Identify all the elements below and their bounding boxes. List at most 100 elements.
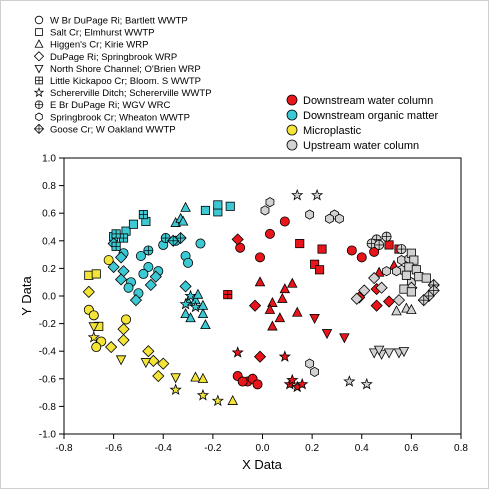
data-point-star: [179, 297, 192, 310]
y-tick-label: 0.8: [42, 181, 56, 192]
legend-marker-hexagon: [35, 112, 43, 122]
legend-label: W Br DuPage Ri; Bartlett WWTP: [50, 16, 188, 27]
data-point-hexagon: [310, 366, 319, 377]
legend-label: Downstream water column: [303, 95, 433, 107]
data-point-triangle-up: [254, 276, 266, 287]
data-points: [82, 188, 440, 407]
legend-marker-downstream-organic-matter: [286, 109, 298, 121]
x-tick-label: 0.2: [305, 443, 319, 454]
data-point-diamond: [144, 278, 157, 292]
data-point-circle-cross: [381, 231, 392, 242]
data-point-triangle-down: [309, 313, 320, 324]
y-tick-label: -0.4: [39, 347, 57, 358]
data-point-star: [286, 373, 299, 386]
legend-marker-microplastic: [286, 124, 298, 136]
data-point-diamond: [157, 357, 170, 370]
data-point-triangle-down: [170, 373, 181, 384]
data-point-triangle-up: [190, 371, 201, 382]
data-point-star: [184, 289, 197, 302]
data-point-hexagon: [305, 209, 315, 220]
data-point-circle: [264, 228, 275, 239]
legend-marker-diamond-cross: [33, 123, 45, 135]
data-point-star: [169, 383, 182, 396]
data-point-diamond: [231, 233, 244, 246]
series-downstream-water-column: [223, 216, 404, 393]
data-point-triangle-up: [200, 319, 211, 330]
data-point-diamond: [350, 292, 363, 305]
x-tick-label: -0.2: [204, 443, 222, 454]
series-downstream-organic-matter: [107, 200, 235, 330]
data-point-triangle-up: [373, 266, 385, 277]
data-point-triangle-down: [368, 348, 380, 359]
data-point-diamond: [142, 345, 155, 358]
series-upstream-water-column: [260, 188, 440, 390]
data-point-triangle-up: [291, 306, 303, 317]
y-tick-label: 0.0: [42, 292, 56, 303]
data-point-square-cross: [223, 290, 233, 300]
x-tick-label: 0.8: [454, 443, 468, 454]
data-point-hexagon: [325, 213, 334, 224]
y-tick-label: 0.2: [42, 264, 56, 275]
data-point-diamond-cross: [174, 231, 187, 245]
legend-marker-star: [33, 87, 45, 98]
data-point-star: [231, 346, 244, 358]
data-point-hexagon: [397, 255, 406, 266]
data-point-circle: [346, 245, 357, 256]
data-point-square: [295, 239, 305, 249]
y-tick-label: -0.6: [39, 374, 57, 385]
data-point-square: [399, 284, 409, 294]
data-point-triangle-up: [287, 277, 298, 288]
data-point-star: [343, 375, 356, 387]
data-point-star: [278, 350, 291, 362]
data-point-triangle-up: [197, 308, 209, 319]
data-point-hexagon: [265, 197, 275, 208]
data-point-triangle-up: [197, 299, 209, 310]
data-point-triangle-up: [264, 303, 276, 314]
data-point-triangle-down: [383, 348, 395, 359]
legend-label: Higgen's Cr; Kirie WRP: [50, 40, 148, 51]
legend-marker-circle-cross: [34, 100, 44, 109]
data-point-diamond: [253, 350, 267, 363]
data-point-triangle-down: [373, 345, 385, 356]
data-point-circle: [123, 282, 134, 293]
data-point-hexagon: [335, 213, 344, 224]
legend-label: Schererville Ditch; Schererville WWTP: [50, 88, 212, 99]
y-tick-label: -0.8: [39, 402, 57, 413]
x-tick-label: 0.0: [256, 443, 270, 454]
data-point-circle: [135, 250, 146, 261]
data-point-triangle-up: [180, 308, 191, 319]
data-point-square-cross: [138, 210, 148, 220]
legend-label: Salt Cr; Elmhurst WWTP: [50, 28, 155, 39]
legend-label: Little Kickapoo Cr; Bloom. S WWTP: [50, 76, 201, 87]
data-point-diamond: [392, 294, 406, 307]
data-point-square-cross: [111, 229, 121, 239]
data-point-square: [404, 262, 414, 272]
data-point-square-cross: [111, 241, 121, 251]
data-point-diamond: [375, 281, 388, 294]
data-point-triangle-up: [177, 215, 189, 226]
data-point-circle: [195, 238, 206, 249]
data-point-square: [317, 244, 327, 254]
data-point-diamond: [358, 284, 371, 297]
x-tick-label: -0.8: [55, 443, 73, 454]
data-point-star: [296, 377, 309, 390]
data-point-square: [225, 201, 235, 211]
data-point-square: [414, 272, 424, 282]
data-point-square: [406, 287, 416, 297]
data-point-square: [84, 270, 94, 280]
data-point-hexagon: [260, 205, 270, 216]
data-point-diamond: [152, 369, 165, 383]
data-point-square: [310, 259, 320, 269]
data-point-square: [91, 269, 101, 279]
data-point-triangle-up: [391, 305, 402, 316]
sample-legend: Downstream water column Downstream organi…: [286, 94, 438, 152]
y-tick-label: -1.0: [39, 430, 57, 441]
y-tick-label: 0.4: [42, 236, 56, 247]
data-point-triangle-up: [406, 303, 417, 314]
data-point-diamond: [248, 299, 262, 312]
x-tick-label: 0.4: [355, 443, 369, 454]
data-point-triangle-up: [180, 201, 191, 212]
data-point-triangle-up: [267, 320, 278, 331]
